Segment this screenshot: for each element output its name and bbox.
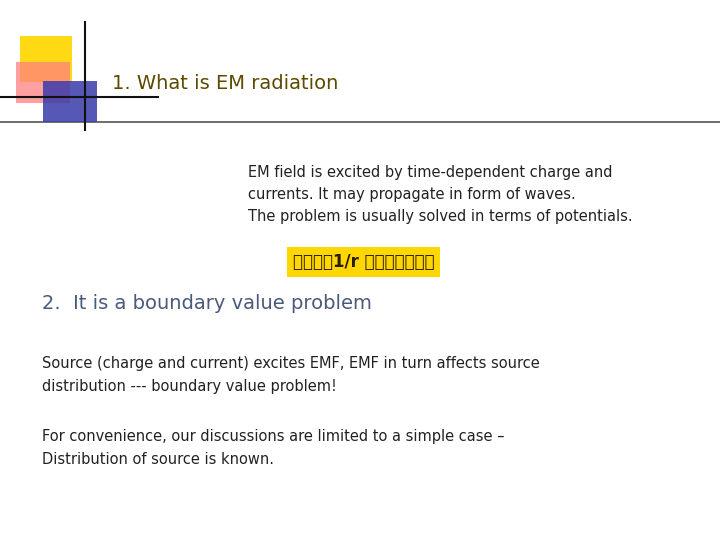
- FancyBboxPatch shape: [43, 81, 97, 122]
- Text: 1. What is EM radiation: 1. What is EM radiation: [112, 74, 338, 93]
- Text: EM field is excited by time-dependent charge and
currents. It may propagate in f: EM field is excited by time-dependent ch…: [248, 165, 633, 224]
- Text: For convenience, our discussions are limited to a simple case –
Distribution of : For convenience, our discussions are lim…: [42, 429, 504, 467]
- Text: Source (charge and current) excites EMF, EMF in turn affects source
distribution: Source (charge and current) excites EMF,…: [42, 356, 539, 394]
- Text: 特征：与1/r 正比的电磁场！: 特征：与1/r 正比的电磁场！: [293, 253, 434, 271]
- Text: 2.  It is a boundary value problem: 2. It is a boundary value problem: [42, 294, 372, 313]
- FancyBboxPatch shape: [20, 36, 72, 82]
- FancyBboxPatch shape: [16, 62, 70, 103]
